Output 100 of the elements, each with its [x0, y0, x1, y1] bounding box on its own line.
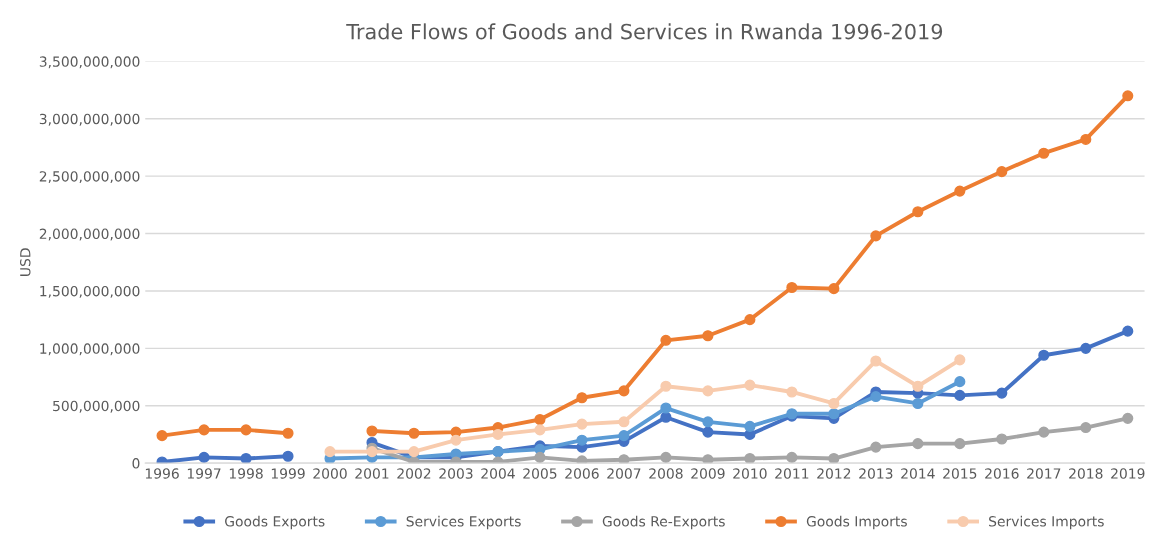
point — [954, 185, 966, 197]
y-tick-label: 2,000,000,000 — [39, 228, 140, 241]
point — [996, 166, 1008, 178]
point — [1038, 426, 1050, 438]
x-tick-label: 2019 — [1111, 468, 1145, 479]
y-tick-label: 2,500,000,000 — [39, 171, 140, 184]
point — [156, 430, 168, 442]
x-tick-label: 2002 — [397, 468, 431, 479]
legend-label: Services Exports — [406, 515, 521, 530]
x-tick-label: 2006 — [565, 468, 599, 479]
point — [954, 376, 966, 388]
point — [618, 430, 630, 442]
x-tick-label: 1998 — [229, 468, 263, 479]
point — [660, 411, 672, 423]
x-tick-label: 2009 — [691, 468, 725, 479]
point — [618, 416, 630, 428]
point — [660, 451, 672, 463]
point — [492, 428, 504, 440]
y-tick-label: 1,000,000,000 — [40, 343, 140, 356]
y-tick-label: 0 — [132, 458, 140, 469]
point — [1122, 412, 1134, 424]
point — [282, 427, 294, 439]
point — [786, 386, 798, 398]
point — [534, 424, 546, 436]
point — [744, 452, 756, 464]
point — [576, 434, 588, 446]
x-tick-label: 2010 — [733, 468, 767, 479]
point — [912, 206, 924, 218]
y-tick-label: 1,500,000,000 — [40, 285, 140, 298]
x-tick-label: 2014 — [901, 468, 935, 479]
chart-title: Trade Flows of Goods and Services in Rwanda 1996-2019 — [346, 23, 943, 40]
point — [240, 424, 252, 436]
legend-label: Goods Exports — [225, 515, 325, 530]
point — [618, 385, 630, 397]
point — [1122, 90, 1134, 102]
point — [870, 441, 882, 453]
point — [828, 452, 840, 464]
point — [1122, 325, 1134, 337]
point — [828, 283, 840, 295]
point — [912, 380, 924, 392]
x-tick-label: 2000 — [313, 468, 347, 479]
point — [828, 397, 840, 410]
x-tick-label: 2007 — [607, 468, 641, 479]
point — [954, 354, 966, 366]
point — [954, 389, 966, 401]
x-tick-label: 2008 — [649, 468, 683, 479]
x-tick-label: 1999 — [271, 468, 305, 479]
point — [1038, 349, 1050, 361]
y-axis-title: USD — [20, 248, 31, 276]
point — [282, 450, 294, 462]
y-tick-label: 3,500,000,000 — [39, 56, 140, 69]
point — [996, 387, 1008, 399]
y-tick-label: 3,000,000,000 — [39, 113, 140, 126]
point — [870, 355, 882, 367]
x-tick-label: 1997 — [187, 468, 221, 479]
y-tick-label: 500,000,000 — [53, 400, 140, 413]
x-tick-label: 1996 — [145, 468, 179, 479]
point — [660, 380, 672, 392]
point — [702, 454, 714, 464]
x-tick-label: 2013 — [859, 468, 893, 479]
x-tick-label: 2012 — [817, 468, 851, 479]
point — [198, 451, 210, 463]
legend-label: Services Imports — [989, 515, 1104, 530]
point — [660, 402, 672, 414]
point — [1080, 421, 1092, 434]
point — [408, 427, 420, 439]
point — [702, 416, 714, 428]
x-tick-label: 2018 — [1069, 468, 1103, 479]
point — [786, 451, 798, 463]
x-tick-label: 2001 — [355, 468, 389, 479]
point — [324, 446, 336, 458]
point — [744, 379, 756, 391]
point — [870, 391, 882, 403]
point — [366, 425, 378, 437]
point — [1080, 133, 1092, 145]
point — [240, 452, 252, 464]
point — [366, 446, 378, 458]
point — [618, 454, 630, 464]
point — [450, 434, 462, 446]
point — [702, 385, 714, 397]
x-tick-label: 2015 — [943, 468, 977, 479]
point — [912, 397, 924, 410]
point — [744, 314, 756, 326]
point — [576, 392, 588, 404]
point — [534, 413, 546, 426]
legend-label: Goods Re-Exports — [602, 515, 725, 530]
point — [744, 420, 756, 432]
x-tick-label: 2005 — [523, 468, 557, 479]
point — [534, 451, 546, 463]
point — [702, 426, 714, 438]
point — [576, 418, 588, 430]
point — [702, 330, 714, 342]
legend-label: Goods Imports — [806, 515, 907, 530]
point — [786, 281, 798, 294]
point — [198, 424, 210, 436]
x-tick-label: 2003 — [439, 468, 473, 479]
x-tick-label: 2011 — [775, 468, 809, 479]
point — [408, 446, 420, 458]
point — [870, 230, 882, 242]
x-tick-label: 2016 — [985, 468, 1019, 479]
